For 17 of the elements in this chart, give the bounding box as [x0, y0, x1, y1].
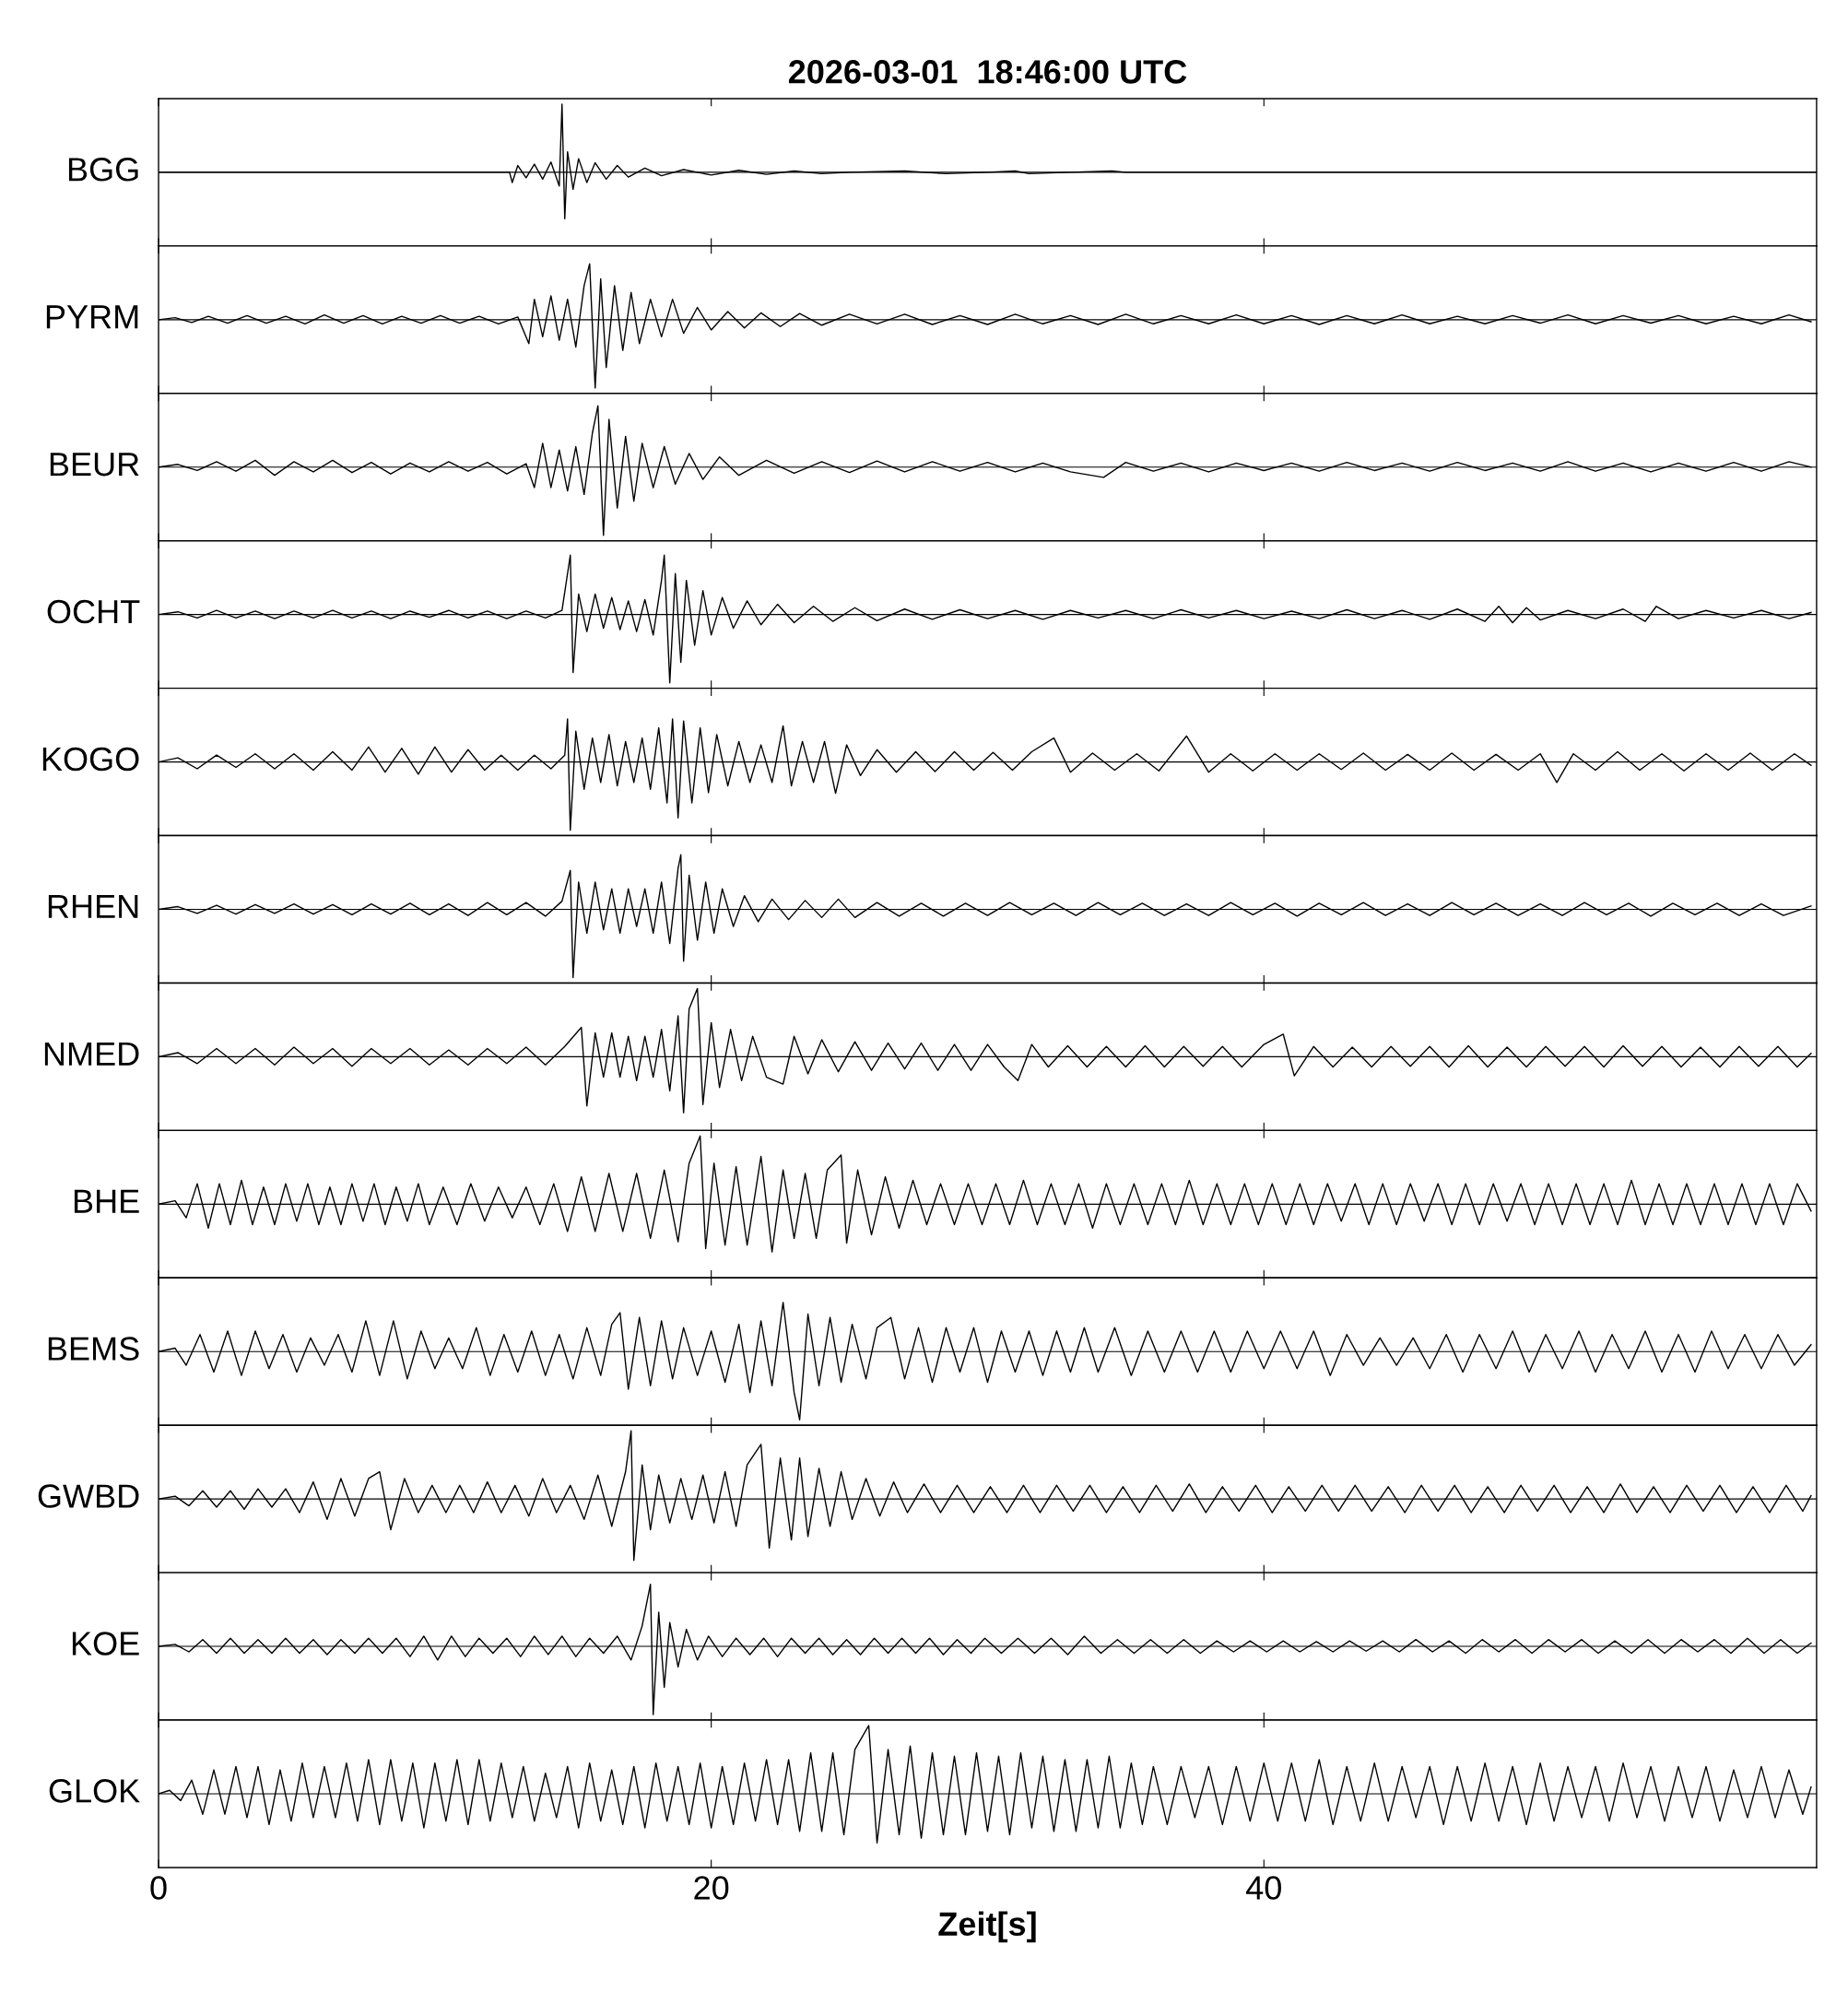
chart-title: 2026-03-01 18:46:00 UTC: [788, 60, 1187, 84]
x-axis-title: Zeit[s]: [938, 1911, 1036, 1943]
y-axis-title: BHE: [74, 1189, 139, 1213]
y-axis-title: NMED: [44, 1042, 139, 1066]
y-axis-title: KOE: [72, 1632, 139, 1656]
x-tick-label: 40: [1246, 1876, 1281, 1900]
y-axis-title: PYRM: [46, 305, 138, 329]
y-axis-title: BEMS: [48, 1337, 139, 1361]
y-axis-title: GLOK: [49, 1779, 140, 1803]
y-axis-title: OCHT: [47, 599, 140, 624]
y-axis-title: GWBD: [38, 1484, 139, 1508]
y-axis-title: KOGO: [42, 747, 139, 772]
x-tick-label: 0: [150, 1876, 167, 1900]
y-axis-title: BEUR: [50, 453, 139, 477]
y-axis-title: RHEN: [48, 894, 138, 918]
y-axis-title: BGG: [68, 158, 138, 182]
x-tick-label: 20: [694, 1876, 729, 1900]
